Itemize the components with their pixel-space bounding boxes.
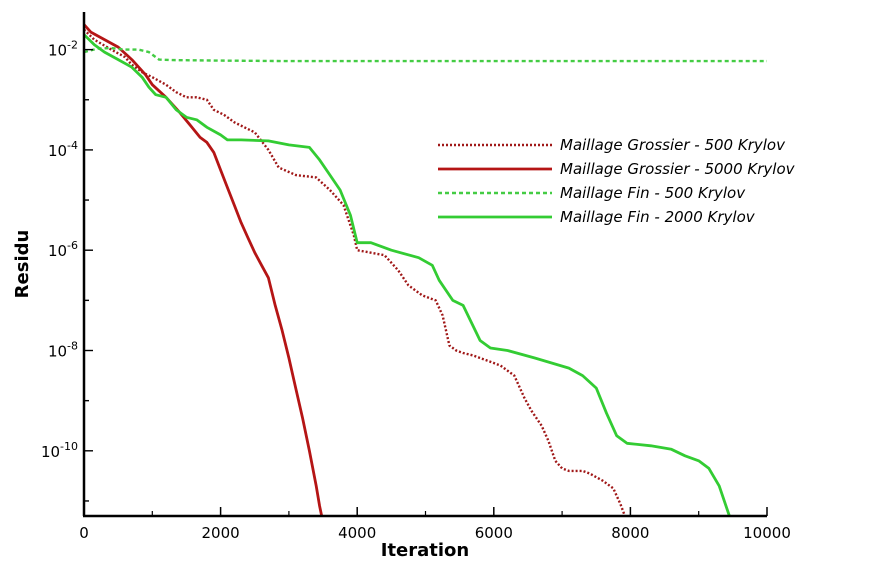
x-tick-label: 4000 [338, 524, 376, 542]
axes [82, 12, 767, 518]
x-ticks: 0 2000 4000 6000 8000 10000 [79, 507, 791, 542]
x-axis-title: Iteration [381, 540, 470, 561]
y-axis-title: Residu [12, 230, 33, 299]
series-line-4 [84, 33, 731, 516]
y-tick-label: 10-6 [48, 239, 78, 260]
series-line-2 [84, 23, 324, 516]
legend-label-3: Maillage Fin - 500 Krylov [560, 184, 746, 202]
x-tick-label: 0 [79, 524, 89, 542]
series-line-1 [84, 28, 627, 516]
legend-label-4: Maillage Fin - 2000 Krylov [560, 208, 756, 226]
y-tick-label: 10-10 [41, 440, 78, 461]
x-tick-label: 6000 [475, 524, 513, 542]
y-tick-label: 10-4 [48, 139, 78, 160]
legend-label-2: Maillage Grossier - 5000 Krylov [560, 160, 796, 178]
x-tick-label: 2000 [202, 524, 240, 542]
plot-area [84, 23, 767, 516]
y-tick-label: 10-2 [48, 39, 78, 60]
series-line-3 [84, 46, 767, 63]
x-tick-label: 8000 [611, 524, 649, 542]
legend-label-1: Maillage Grossier - 500 Krylov [560, 136, 786, 154]
y-ticks: 10-10 10-8 10-6 10-4 10-2 [41, 39, 93, 502]
x-tick-label: 10000 [743, 524, 791, 542]
legend: Maillage Grossier - 500 Krylov Maillage G… [438, 136, 796, 226]
y-tick-label: 10-8 [48, 340, 78, 361]
